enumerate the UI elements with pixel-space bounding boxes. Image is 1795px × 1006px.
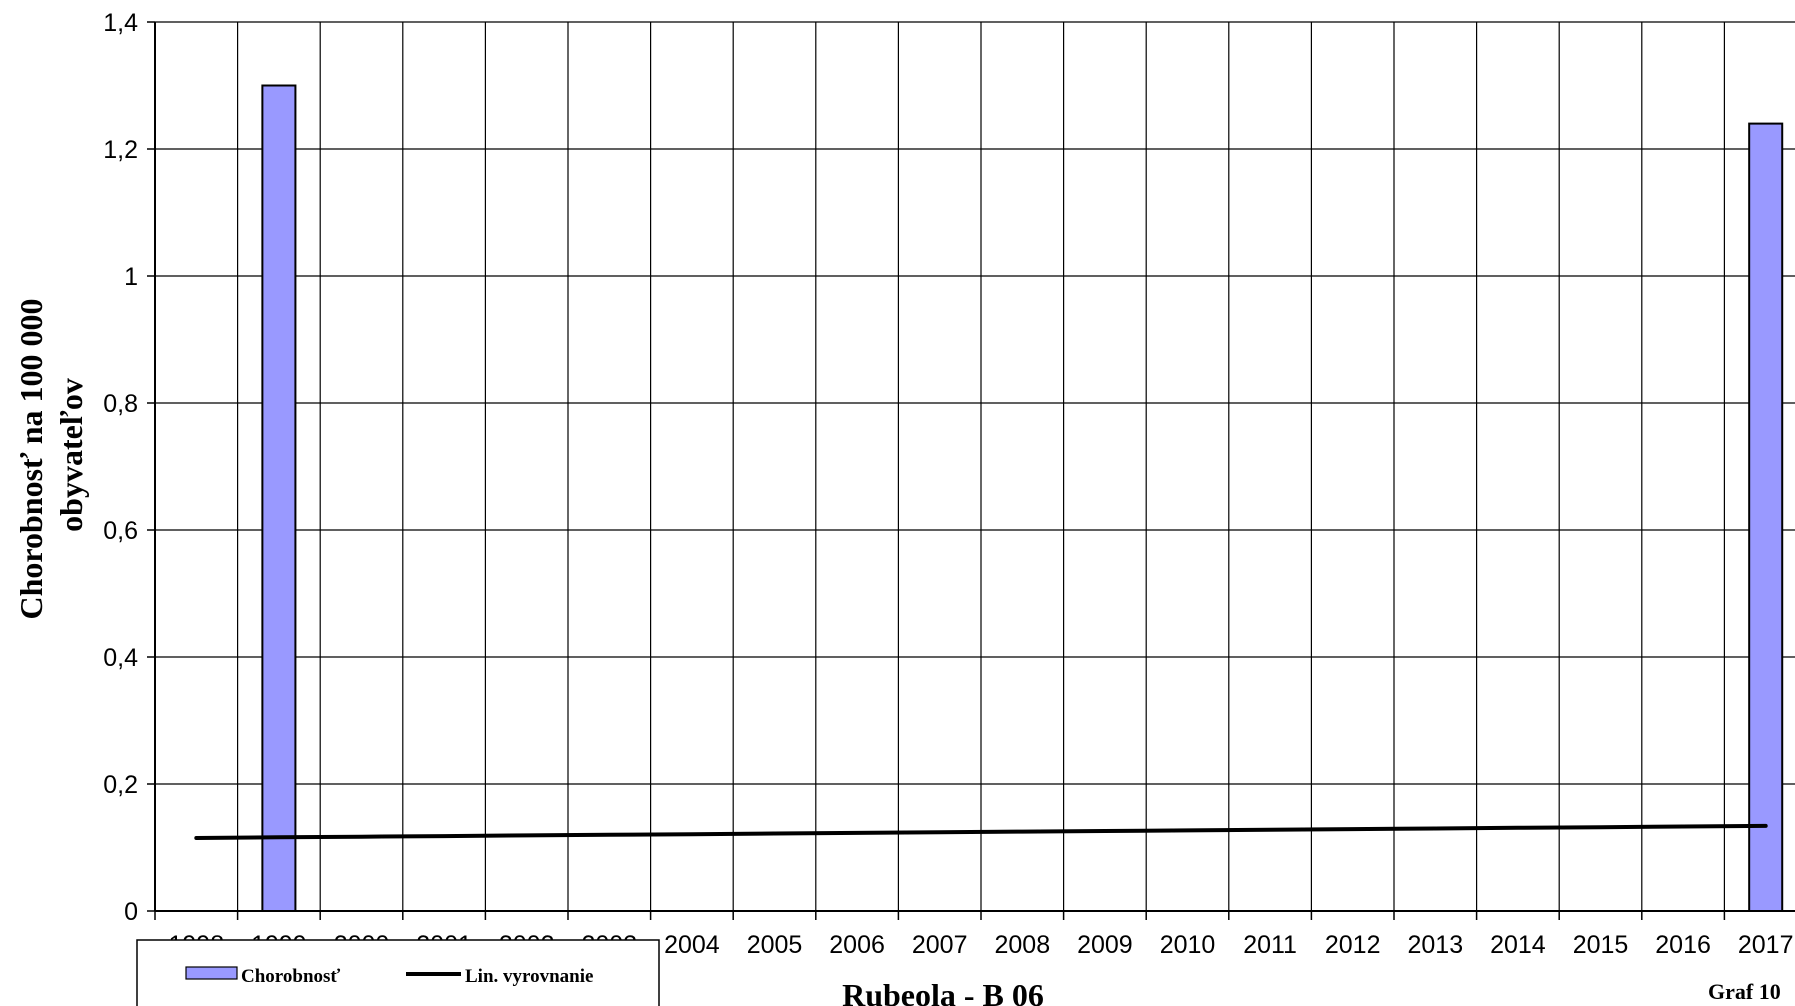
- trend-line-layer: [194, 823, 1768, 840]
- y-tick-label: 0,2: [103, 771, 138, 799]
- y-tick-labels: 0 0,2 0,4 0,6 0,8 1 1,2 1,4: [103, 9, 138, 926]
- chart-title: Rubeola - B 06: [842, 977, 1044, 1006]
- x-tick-label: 2016: [1655, 931, 1711, 959]
- x-tick-label: 2011: [1243, 931, 1297, 959]
- x-tick-label: 2009: [1077, 931, 1133, 959]
- legend-bar-label: Chorobnosť: [241, 966, 340, 987]
- y-tick-label: 0,8: [103, 390, 138, 418]
- x-tick-label: 2010: [1160, 931, 1216, 959]
- x-tick-label: 2006: [829, 931, 885, 959]
- y-tick-label: 1: [124, 263, 138, 291]
- x-tick-label: 2017: [1738, 931, 1794, 959]
- graph-caption: Graf 10: [1708, 979, 1781, 1004]
- x-tick-label: 2012: [1325, 931, 1381, 959]
- x-tick-label: 2008: [994, 931, 1050, 959]
- x-tick-label: 2004: [664, 931, 720, 959]
- legend: Chorobnosť Lin. vyrovnanie: [136, 939, 660, 1006]
- x-tick-label: 2005: [747, 931, 803, 959]
- x-tick-label: 2015: [1573, 931, 1629, 959]
- trend-line: [194, 823, 1768, 840]
- x-tick-label: 2007: [912, 931, 968, 959]
- y-tick-label: 0: [124, 898, 138, 926]
- bar-2017: [1748, 122, 1784, 913]
- y-tick-label: 1,4: [103, 9, 138, 37]
- y-tick-label: 0,4: [103, 644, 138, 672]
- bar-1999: [261, 84, 297, 912]
- y-axis-label-line-2: obyvateľov: [53, 378, 89, 532]
- legend-line-label: Lin. vyrovnanie: [465, 966, 593, 987]
- bars: [261, 84, 1784, 913]
- y-tick-label: 1,2: [103, 136, 138, 164]
- legend-bar-swatch: [185, 966, 238, 980]
- y-axis-label: Chorobnosť na 100 000 obyvateľov: [13, 290, 89, 619]
- grid: [154, 21, 1795, 912]
- y-axis-label-line-1: Chorobnosť na 100 000: [13, 298, 49, 619]
- x-tick-label: 2013: [1407, 931, 1463, 959]
- x-tick-label: 2014: [1490, 931, 1546, 959]
- axes: [147, 21, 1795, 920]
- y-tick-label: 0,6: [103, 517, 138, 545]
